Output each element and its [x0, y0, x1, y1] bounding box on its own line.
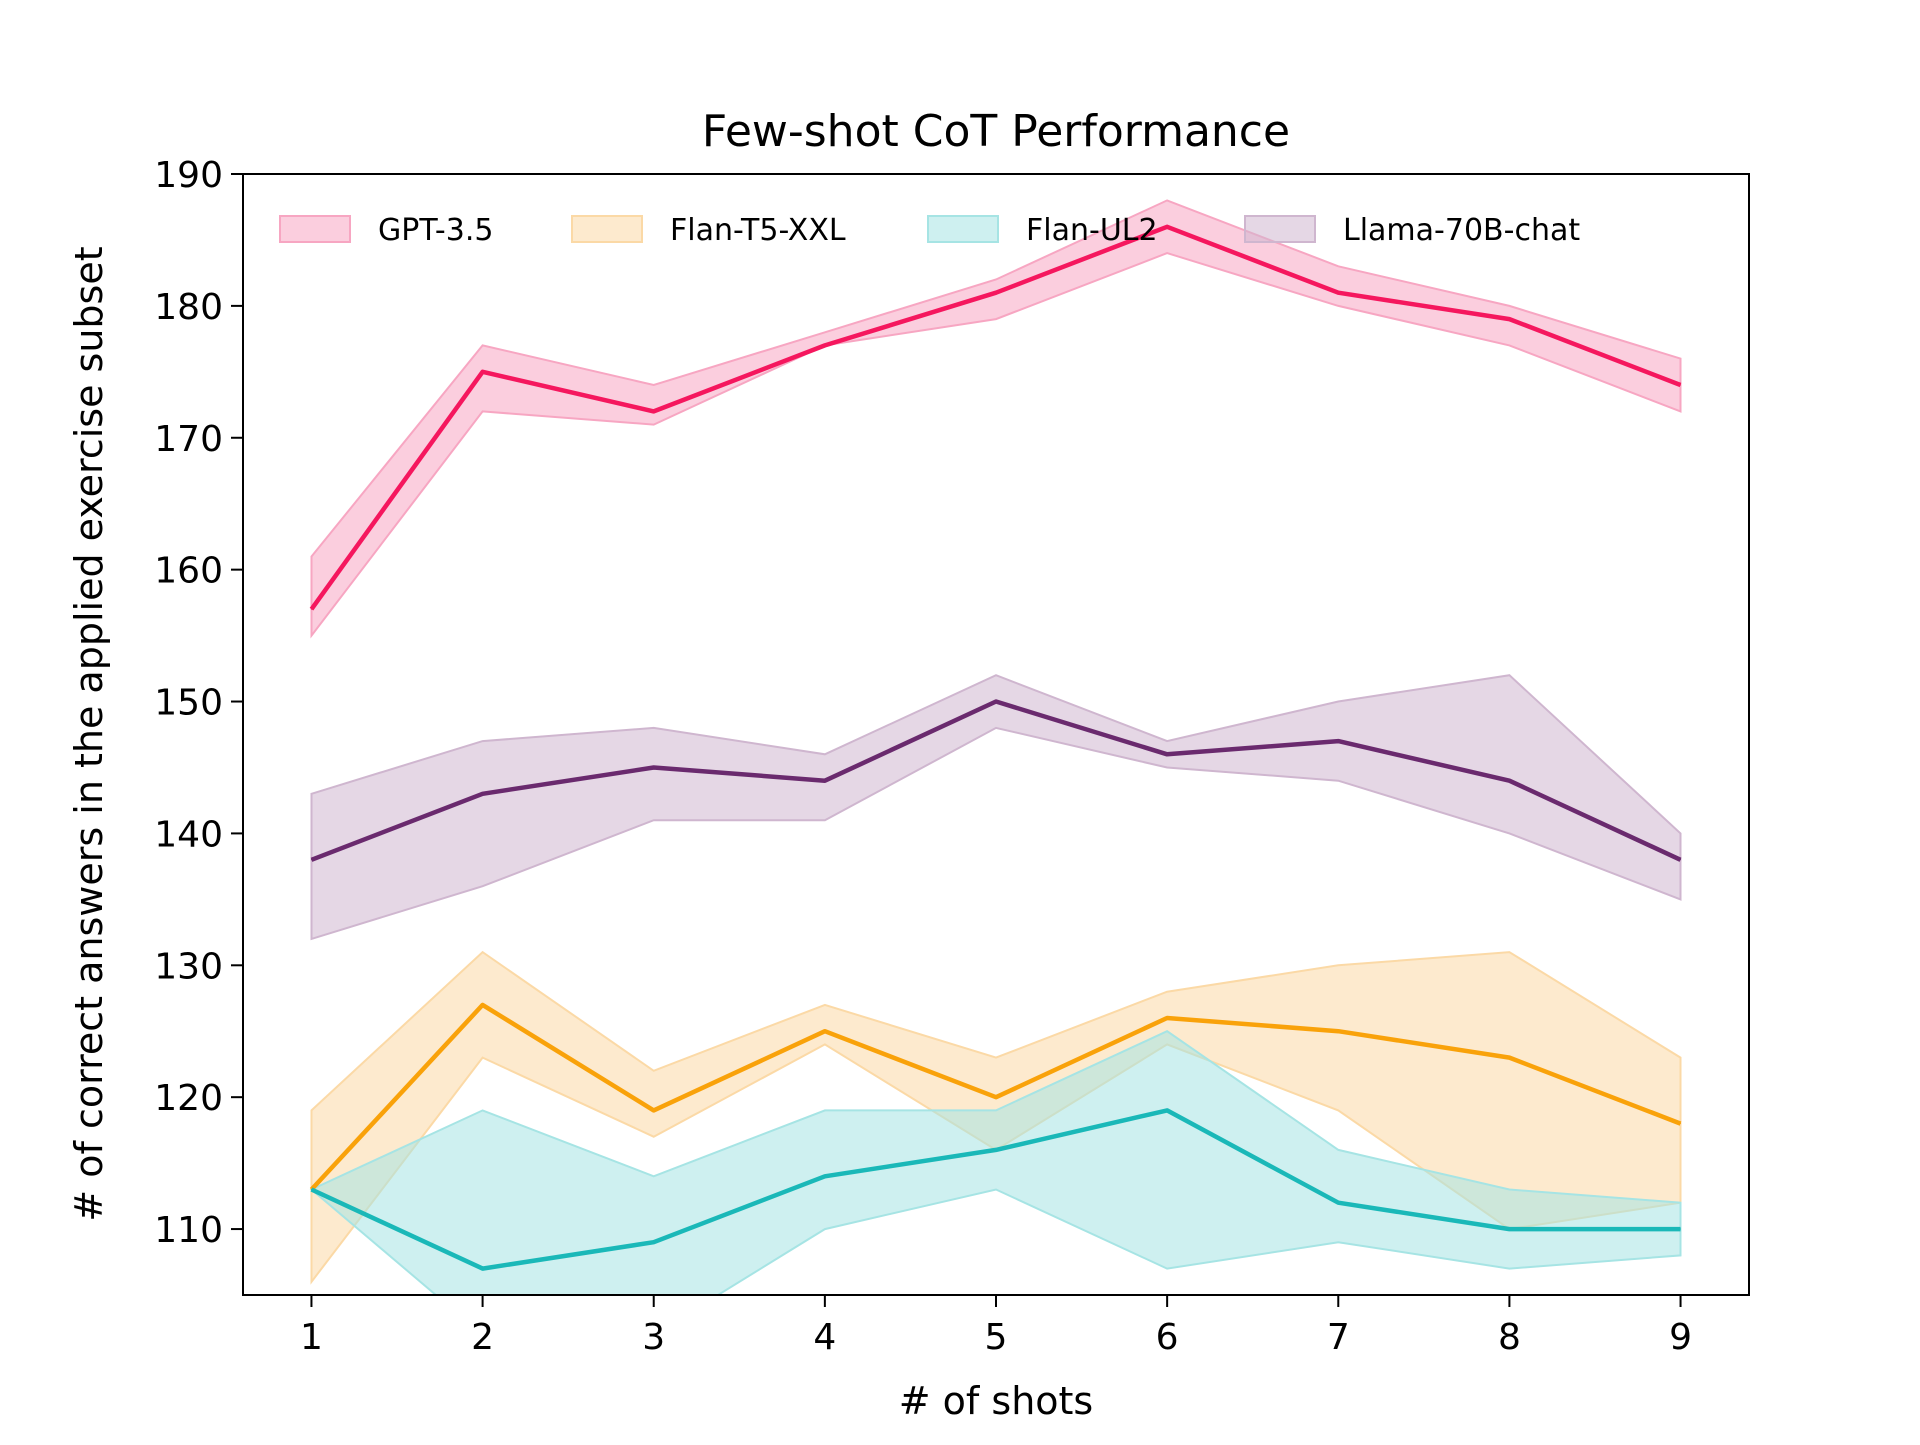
point-llama-70b-chat [1508, 780, 1510, 782]
y-axis-label: # of correct answers in the applied exer… [67, 246, 111, 1221]
legend-swatch-gpt-3-5 [279, 215, 351, 243]
point-flan-t5-xxl [653, 1109, 655, 1111]
point-llama-70b-chat [995, 701, 997, 703]
point-gpt-3-5 [1680, 384, 1682, 386]
point-flan-ul2 [653, 1241, 655, 1243]
x-tick-label: 4 [813, 1317, 836, 1358]
y-tick-label: 110 [154, 1210, 223, 1251]
y-tick-label: 160 [154, 551, 223, 592]
y-tick-label: 130 [154, 946, 223, 987]
point-gpt-3-5 [1508, 318, 1510, 320]
point-llama-70b-chat [653, 766, 655, 768]
y-tick-label: 180 [154, 287, 223, 328]
point-gpt-3-5 [824, 344, 826, 346]
point-flan-t5-xxl [482, 1004, 484, 1006]
legend-swatch-flan-ul2 [927, 215, 999, 243]
legend-swatch-flan-t5-xxl [571, 215, 643, 243]
legend-label-flan-ul2: Flan-UL2 [1026, 213, 1158, 248]
x-tick-label: 8 [1498, 1317, 1521, 1358]
legend-label-flan-t5-xxl: Flan-T5-XXL [670, 213, 846, 248]
y-axis: 110 120 130 140 150 160 170 180 190 [154, 155, 243, 1251]
point-gpt-3-5 [1166, 226, 1168, 228]
point-flan-t5-xxl [1166, 1017, 1168, 1019]
legend-label-llama-70b-chat: Llama-70B-chat [1343, 213, 1580, 248]
point-flan-ul2 [1680, 1228, 1682, 1230]
point-flan-ul2 [995, 1149, 997, 1151]
x-tick-label: 9 [1669, 1317, 1692, 1358]
x-axis-label: # of shots [899, 1379, 1093, 1423]
point-llama-70b-chat [1337, 740, 1339, 742]
x-tick-label: 3 [642, 1317, 665, 1358]
y-tick-label: 170 [154, 419, 223, 460]
legend-label-gpt-3-5: GPT-3.5 [378, 213, 493, 248]
y-tick-label: 140 [154, 814, 223, 855]
series-lines [309, 224, 1682, 1271]
band-llama-70b-chat [310, 674, 1682, 941]
x-tick-label: 5 [985, 1317, 1008, 1358]
point-llama-70b-chat [824, 780, 826, 782]
point-llama-70b-chat [1166, 753, 1168, 755]
confidence-bands [309, 199, 1682, 1295]
y-tick-label: 150 [154, 683, 223, 724]
x-tick-label: 6 [1156, 1317, 1179, 1358]
point-flan-ul2 [482, 1268, 484, 1270]
point-flan-t5-xxl [995, 1096, 997, 1098]
x-tick-label: 7 [1327, 1317, 1350, 1358]
point-gpt-3-5 [482, 371, 484, 373]
point-gpt-3-5 [995, 292, 997, 294]
point-flan-ul2 [310, 1188, 312, 1190]
point-flan-ul2 [1337, 1202, 1339, 1204]
band-gpt-3-5 [310, 199, 1682, 639]
legend-swatch-llama-70b-chat [1244, 215, 1316, 243]
y-tick-label: 190 [154, 155, 223, 196]
y-tick-label: 120 [154, 1078, 223, 1119]
chart-title: Few-shot CoT Performance [702, 106, 1290, 157]
point-flan-ul2 [824, 1175, 826, 1177]
point-flan-t5-xxl [1337, 1030, 1339, 1032]
point-flan-t5-xxl [824, 1030, 826, 1032]
point-gpt-3-5 [1337, 292, 1339, 294]
point-gpt-3-5 [310, 608, 312, 610]
point-flan-ul2 [1166, 1109, 1168, 1111]
x-axis: 1 2 3 4 5 6 7 8 9 [300, 1295, 1692, 1358]
point-llama-70b-chat [1680, 859, 1682, 861]
point-flan-t5-xxl [1680, 1123, 1682, 1125]
point-flan-ul2 [1508, 1228, 1510, 1230]
point-llama-70b-chat [482, 793, 484, 795]
point-gpt-3-5 [653, 410, 655, 412]
x-tick-label: 2 [471, 1317, 494, 1358]
legend: GPT-3.5 Flan-T5-XXL Flan-UL2 Llama-70B-chat [279, 213, 1580, 248]
point-llama-70b-chat [310, 859, 312, 861]
x-tick-label: 1 [300, 1317, 323, 1358]
point-flan-t5-xxl [1508, 1057, 1510, 1059]
